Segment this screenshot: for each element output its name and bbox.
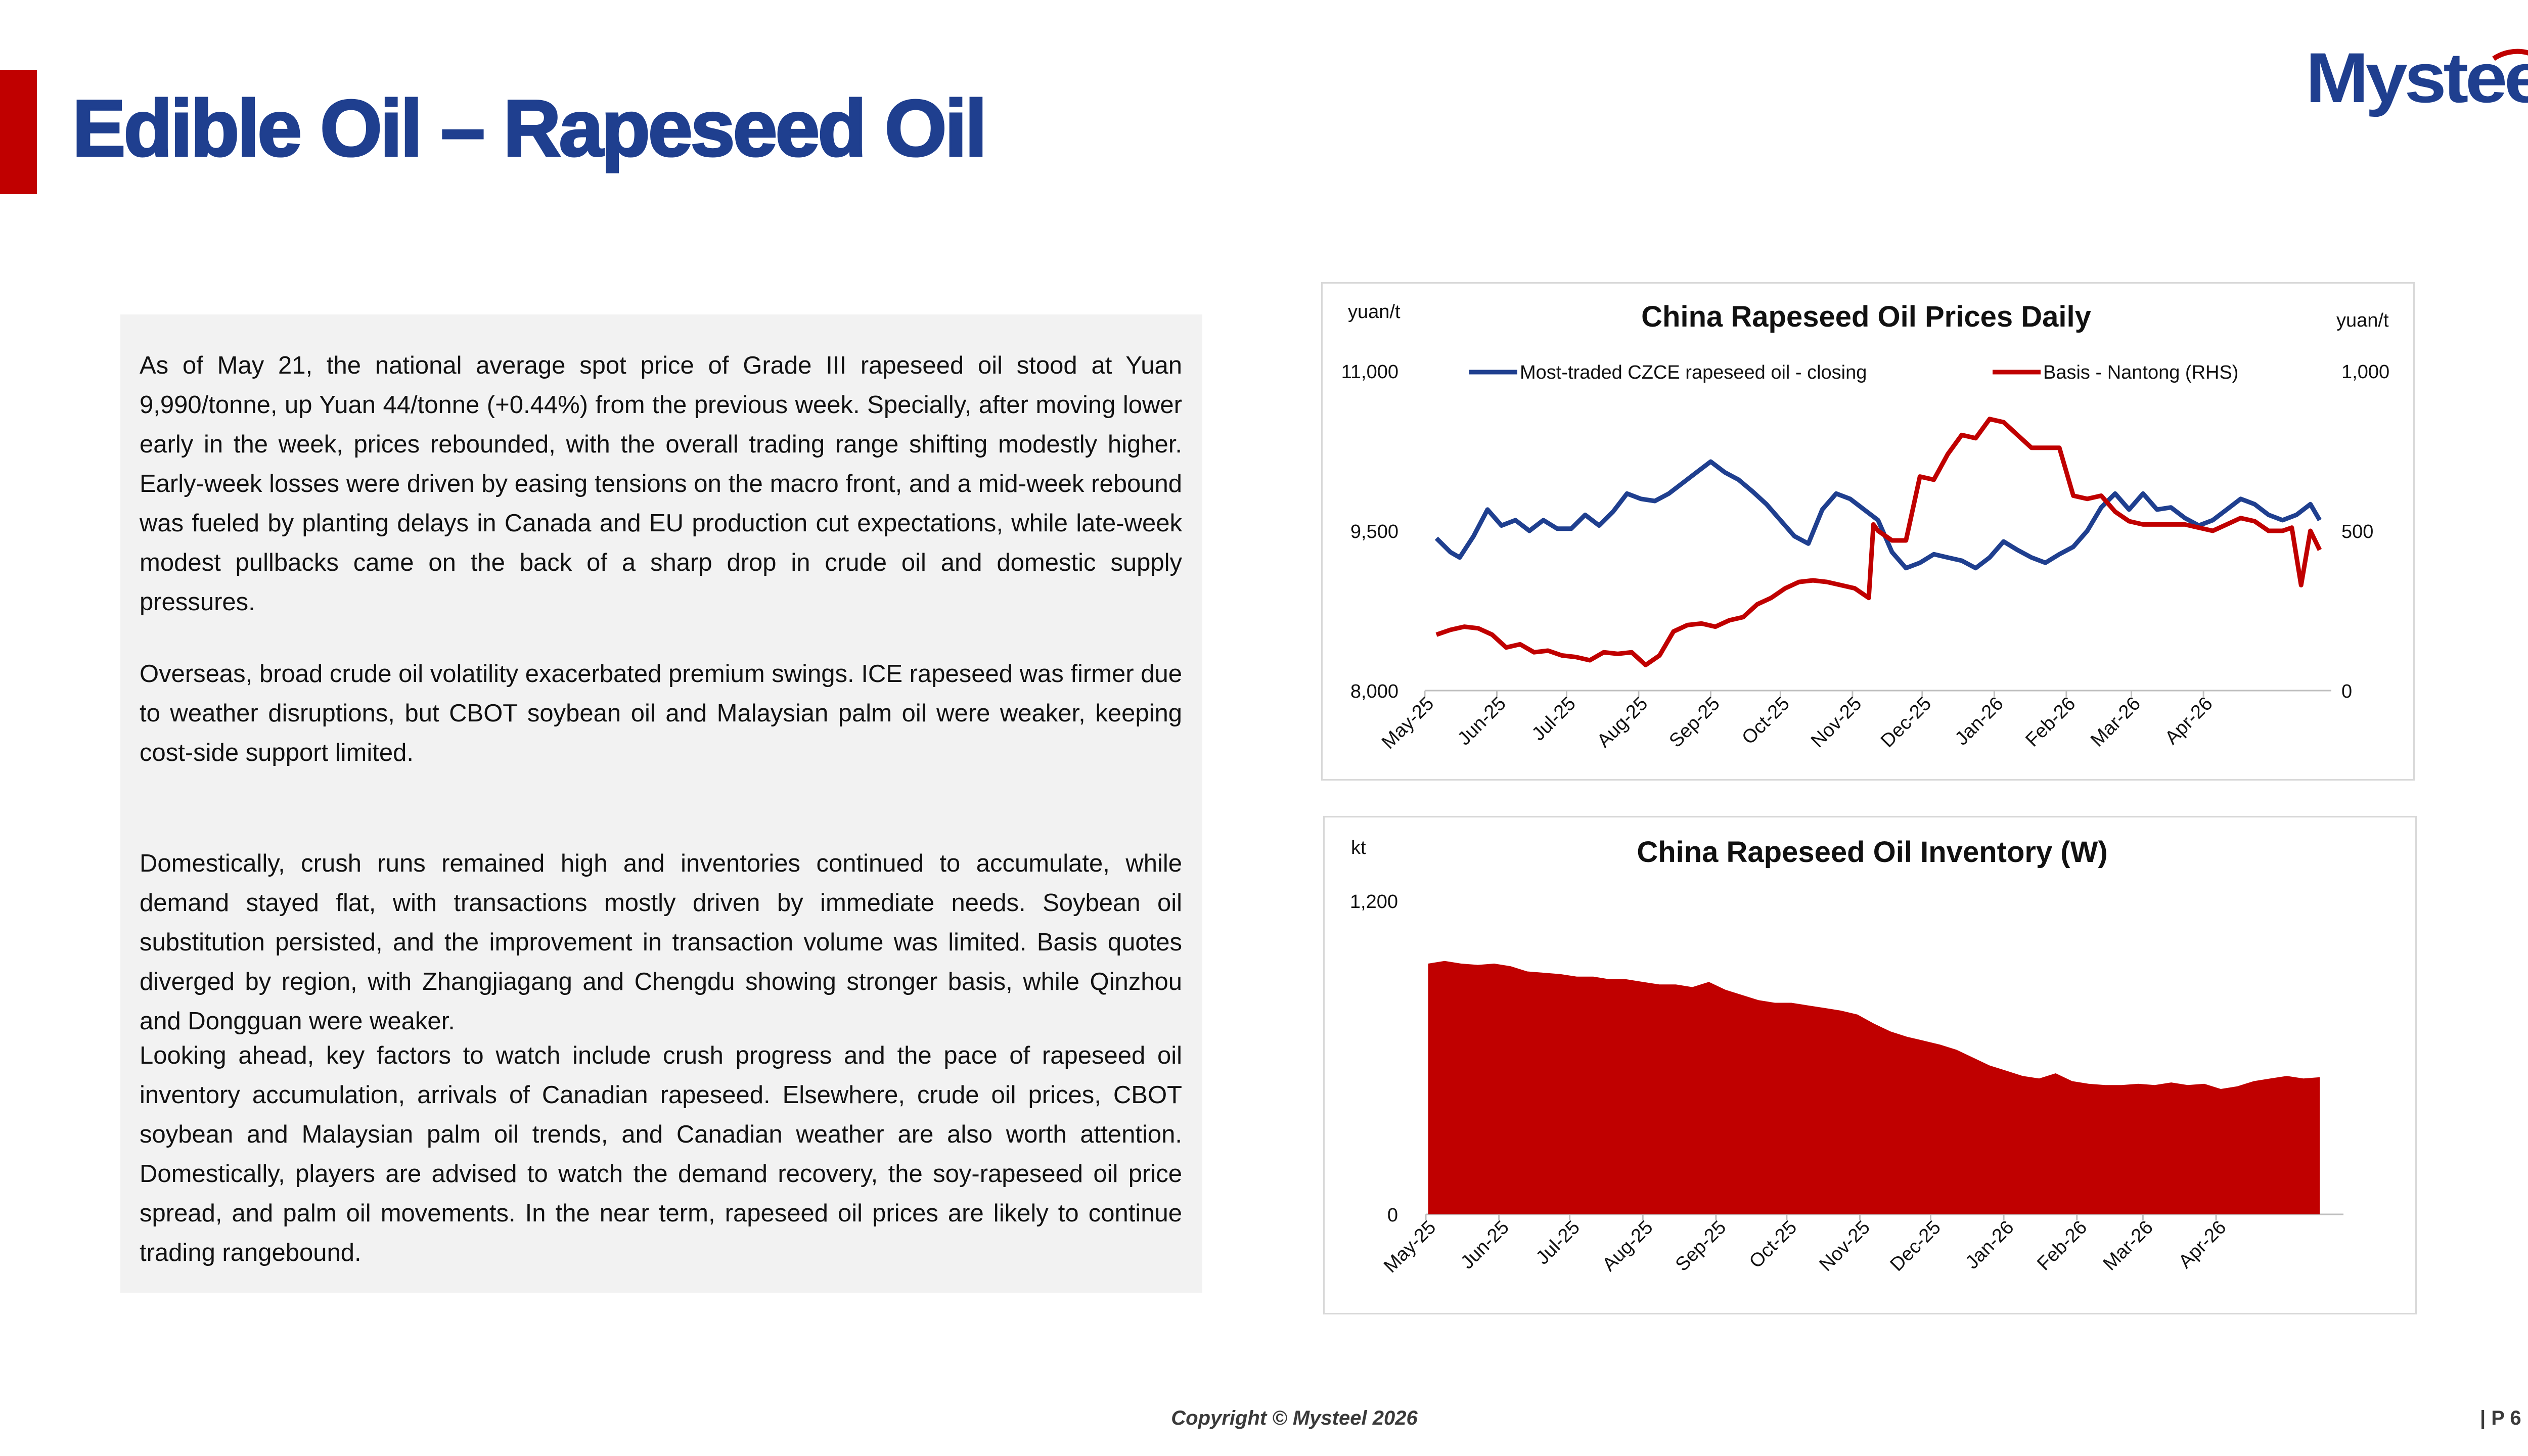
- price-series-line-2: [1435, 417, 2322, 667]
- price-y2-tick: 0: [2341, 681, 2352, 702]
- price-x-tick: Jun-25: [1454, 693, 1510, 750]
- inventory-y-axis-label: kt: [1351, 837, 1366, 858]
- inventory-chart-title: China Rapeseed Oil Inventory (W): [1637, 836, 2107, 869]
- inventory-x-tick: Jun-25: [1457, 1217, 1513, 1273]
- price-chart-title: China Rapeseed Oil Prices Daily: [1641, 300, 2091, 333]
- price-x-tick: Sep-25: [1665, 693, 1724, 752]
- price-x-tick: Nov-25: [1807, 693, 1866, 752]
- page-number: | P 6: [2480, 1407, 2521, 1429]
- inventory-x-tick: Oct-25: [1745, 1217, 1801, 1272]
- commentary-panel: As of May 21, the national average spot …: [120, 314, 1202, 1293]
- price-x-tick: Feb-26: [2021, 693, 2080, 751]
- price-y2-axis-label: yuan/t: [2336, 310, 2389, 331]
- price-y-tick: 9,500: [1350, 521, 1398, 542]
- price-x-tick: Oct-25: [1738, 693, 1793, 749]
- legend-label-czce: Most-traded CZCE rapeseed oil - closing: [1520, 362, 1867, 383]
- logo-wordmark: Mysteel: [2306, 40, 2528, 117]
- price-series-line-1: [1434, 459, 2322, 571]
- logo-swoosh: [2492, 49, 2528, 61]
- price-y-tick: 11,000: [1341, 361, 1398, 383]
- price-x-tick: Apr-26: [2161, 693, 2217, 749]
- legend-label-basis: Basis - Nantong (RHS): [2043, 362, 2238, 383]
- inventory-x-tick: Dec-25: [1886, 1217, 1945, 1276]
- price-x-tick: Aug-25: [1593, 693, 1652, 752]
- inventory-x-tick: Jul-25: [1532, 1217, 1584, 1269]
- inventory-x-tick: Aug-25: [1598, 1217, 1657, 1276]
- inventory-x-tick: Jan-26: [1962, 1217, 2018, 1273]
- inventory-x-tick: Mar-26: [2099, 1217, 2157, 1275]
- inventory-y-tick: 1,200: [1350, 891, 1398, 913]
- price-x-tick: Jul-25: [1528, 693, 1580, 745]
- commentary-paragraph-2: Overseas, broad crude oil volatility exa…: [140, 660, 1182, 766]
- accent-bar: [0, 70, 37, 194]
- copyright: Copyright © Mysteel 2026: [1171, 1407, 1418, 1429]
- mysteel-logo: Mysteel: [2306, 40, 2528, 117]
- inventory-x-tick: Nov-25: [1816, 1217, 1874, 1276]
- price-y2-tick: 1,000: [2341, 361, 2389, 383]
- inventory-x-tick: Apr-26: [2175, 1217, 2230, 1272]
- inventory-y-tick: 0: [1387, 1205, 1398, 1226]
- price-x-tick: Mar-26: [2087, 693, 2145, 751]
- commentary-paragraph-4: Looking ahead, key factors to watch incl…: [140, 1042, 1182, 1266]
- price-x-tick: Jan-26: [1951, 693, 2008, 750]
- price-y-axis-label: yuan/t: [1348, 301, 1401, 323]
- inventory-area: [1428, 961, 2320, 1214]
- commentary-paragraph-1: As of May 21, the national average spot …: [140, 352, 1182, 616]
- price-y2-tick: 500: [2341, 521, 2373, 542]
- price-chart: China Rapeseed Oil Prices Daily yuan/t yua…: [1321, 282, 2415, 781]
- inventory-chart-svg: China Rapeseed Oil Inventory (W) kt 0 1,200…: [1350, 836, 2343, 1277]
- commentary-paragraph-3: Domestically, crush runs remained high a…: [140, 850, 1182, 1035]
- inventory-x-tick: Sep-25: [1672, 1217, 1730, 1276]
- price-y-tick: 8,000: [1350, 681, 1398, 702]
- inventory-x-tick: Feb-26: [2033, 1217, 2091, 1275]
- page-title: Edible Oil – Rapeseed Oil: [71, 84, 988, 173]
- inventory-chart: China Rapeseed Oil Inventory (W) kt 0 1,200…: [1323, 816, 2417, 1314]
- price-x-tick: Dec-25: [1877, 693, 1935, 752]
- price-chart-svg: China Rapeseed Oil Prices Daily yuan/t yua…: [1341, 300, 2390, 753]
